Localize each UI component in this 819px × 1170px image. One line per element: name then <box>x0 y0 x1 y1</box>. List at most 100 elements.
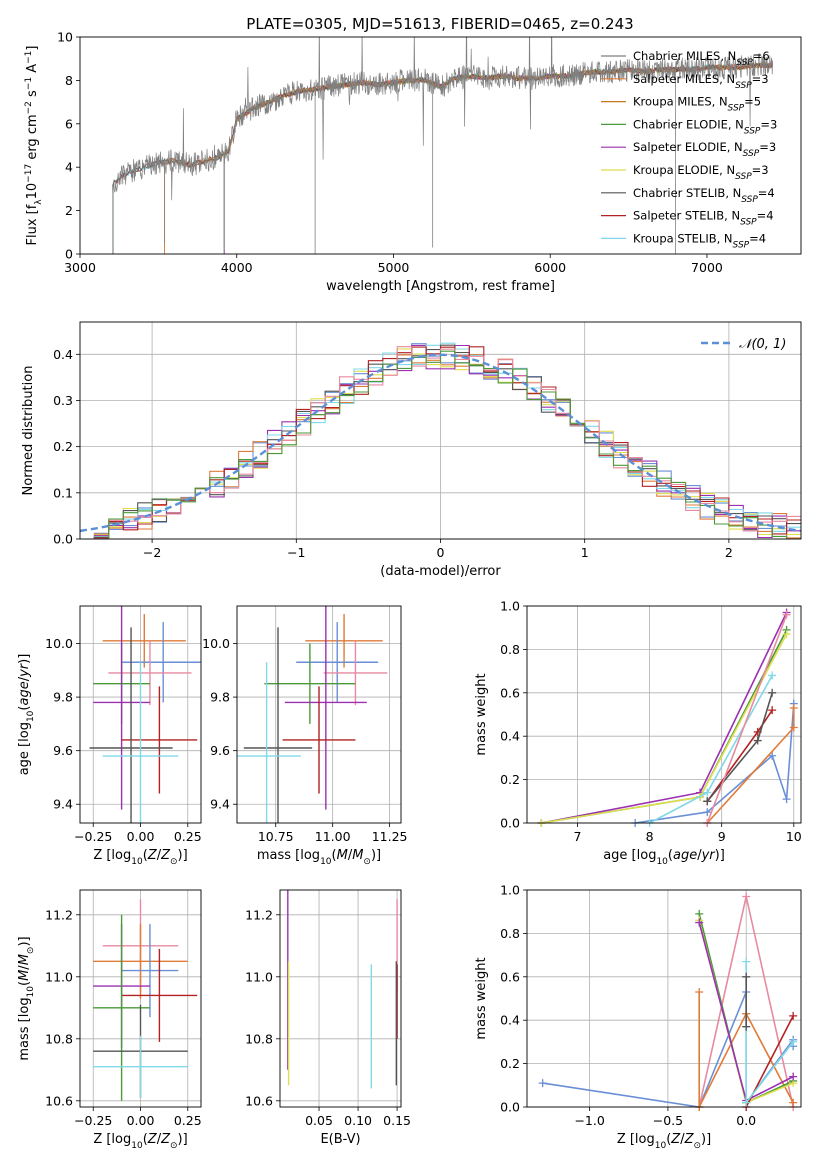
x-axis-label: (data-model)/error <box>380 564 501 579</box>
legend-label: Salpeter ELODIE, NSSP=3 <box>633 140 776 159</box>
weight-marker <box>789 703 798 712</box>
spectrum-legend: Chabrier MILES, NSSP=6 Salpeter MILES, NS… <box>601 49 777 250</box>
y-tick-label: 0 <box>65 247 73 262</box>
y-tick-label: 10.6 <box>45 1093 73 1108</box>
x-tick-label: −2 <box>143 545 161 560</box>
x-tick-label: 0.00 <box>127 1113 155 1128</box>
y-tick-label: 0.2 <box>500 1056 520 1071</box>
x-tick-label: −0.5 <box>653 1113 683 1128</box>
weight-marker <box>538 1079 547 1088</box>
y-tick-label: 9.8 <box>210 690 230 705</box>
y-tick-label: 0.2 <box>500 772 520 787</box>
mass_vs_Z-points <box>93 899 198 1101</box>
weight-marker <box>703 808 712 817</box>
y-tick-label: 1.0 <box>500 883 520 898</box>
weight-line <box>706 614 788 824</box>
weight-marker <box>782 630 791 639</box>
mass_weight_vs_Z-series <box>538 892 798 1111</box>
y-tick-label: 0.1 <box>53 485 73 500</box>
weight-marker <box>782 610 791 619</box>
x-tick-label: 5000 <box>378 260 410 275</box>
age_vs_mass-frame <box>236 605 402 824</box>
age_vs_mass-points <box>237 606 388 823</box>
legend-label: Kroupa STELIB, NSSP=4 <box>633 231 766 250</box>
y-tick-label: 9.4 <box>53 797 73 812</box>
y-tick-label: 0.8 <box>500 642 520 657</box>
y-tick-label: 1.0 <box>500 599 520 614</box>
y-tick-label: 0.0 <box>500 1100 520 1115</box>
mass_weight_vs_Z-frame <box>526 889 802 1108</box>
y-tick-label: 9.6 <box>53 743 73 758</box>
weight-marker <box>789 1011 798 1020</box>
age_vs_Z-points <box>89 606 201 823</box>
x-tick-label: 8 <box>646 829 654 844</box>
y-tick-label: 0.6 <box>500 685 520 700</box>
y-tick-label: 11.2 <box>45 907 73 922</box>
x-tick-label: 0.05 <box>305 1113 333 1128</box>
age_vs_Z-axes: −0.25 0.00 0.25 9.4 9.6 9.8 10.0 Z [log10(Z/Z⊙)… <box>17 606 202 867</box>
weight-marker <box>742 957 751 966</box>
histogram-chabrier_elodie <box>80 350 801 539</box>
weight-marker <box>768 688 777 697</box>
legend-label: Salpeter MILES, NSSP=3 <box>633 72 769 91</box>
x-axis-label: Z [log10(Z/Z⊙)] <box>617 1132 711 1151</box>
weight-marker <box>789 1098 798 1107</box>
y-tick-label: 10.0 <box>202 636 230 651</box>
weight-marker <box>782 795 791 804</box>
x-tick-label: −0.25 <box>74 1113 112 1128</box>
x-tick-label: 0.15 <box>383 1113 411 1128</box>
y-tick-label: 0.4 <box>53 347 73 362</box>
y-axis-label: Flux [fλ10−17 erg cm−2 s−1 A−1] <box>24 46 44 246</box>
y-tick-label: 9.8 <box>53 690 73 705</box>
residual-histograms <box>80 342 801 539</box>
x-tick-label: 6000 <box>534 260 566 275</box>
x-axis-label: Z [log10(Z/Z⊙)] <box>93 1132 187 1151</box>
y-tick-label: 8 <box>65 73 73 88</box>
x-tick-label: 9 <box>718 829 726 844</box>
weight-marker <box>789 723 798 732</box>
spectrum-axes: 3000 4000 5000 6000 7000 0 2 4 6 8 10 wavelength [A… <box>24 30 723 295</box>
y-tick-label: 11.2 <box>245 907 273 922</box>
y-axis-label: mass weight <box>474 673 489 755</box>
y-tick-label: 0.4 <box>500 1013 520 1028</box>
age_vs_mass-axes: 10.75 11.00 11.25 9.4 9.6 9.8 10.0 mass [log10(… <box>202 606 408 867</box>
y-tick-label: 11.0 <box>245 969 273 984</box>
x-axis-label: mass [log10(M/M⊙)] <box>257 848 381 867</box>
age_vs_Z-frame <box>79 605 202 824</box>
y-tick-label: 0.2 <box>53 439 73 454</box>
weight-marker <box>768 751 777 760</box>
weight-marker <box>742 1098 751 1107</box>
legend-label: Chabrier MILES, NSSP=6 <box>633 49 770 68</box>
weight-marker <box>703 797 712 806</box>
x-tick-label: 7000 <box>691 260 723 275</box>
x-tick-label: 0 <box>437 545 445 560</box>
mass_vs_Z-axes: −0.25 0.00 0.25 10.6 10.8 11.0 11.2 Z [log10(Z/… <box>17 890 202 1151</box>
x-tick-label: 4000 <box>221 260 253 275</box>
x-tick-label: 11.25 <box>372 829 408 844</box>
y-tick-label: 0.0 <box>500 816 520 831</box>
normal-curve <box>80 353 801 533</box>
weight-line <box>541 629 788 824</box>
model-spectrum-salpeter_miles <box>164 62 774 254</box>
y-tick-label: 10.0 <box>45 636 73 651</box>
y-tick-label: 11.0 <box>45 969 73 984</box>
mass_vs_EBV-frame <box>279 889 402 1108</box>
x-tick-label: 0.25 <box>174 1113 202 1128</box>
y-tick-label: 10 <box>57 30 73 45</box>
y-axis-label: mass [log10(M/M⊙)] <box>17 936 36 1060</box>
x-tick-label: 10.75 <box>258 829 294 844</box>
mass_vs_EBV-points <box>287 890 398 1089</box>
weight-line <box>541 633 788 824</box>
y-tick-label: 10.6 <box>245 1093 273 1108</box>
x-tick-label: 0.0 <box>736 1113 756 1128</box>
weight-line <box>698 992 794 1108</box>
y-axis-label: mass weight <box>474 957 489 1039</box>
x-tick-label: 0.10 <box>344 1113 372 1128</box>
x-axis-label: Z [log10(Z/Z⊙)] <box>93 848 187 867</box>
weight-marker <box>789 1072 798 1081</box>
mass_weight_vs_age-axes: 7 8 9 10 0.0 0.2 0.4 0.6 0.8 1.0 age [log10(age/yr… <box>474 599 802 868</box>
weight-marker <box>742 1022 751 1031</box>
x-tick-label: −1.0 <box>574 1113 604 1128</box>
x-tick-label: −0.25 <box>74 829 112 844</box>
